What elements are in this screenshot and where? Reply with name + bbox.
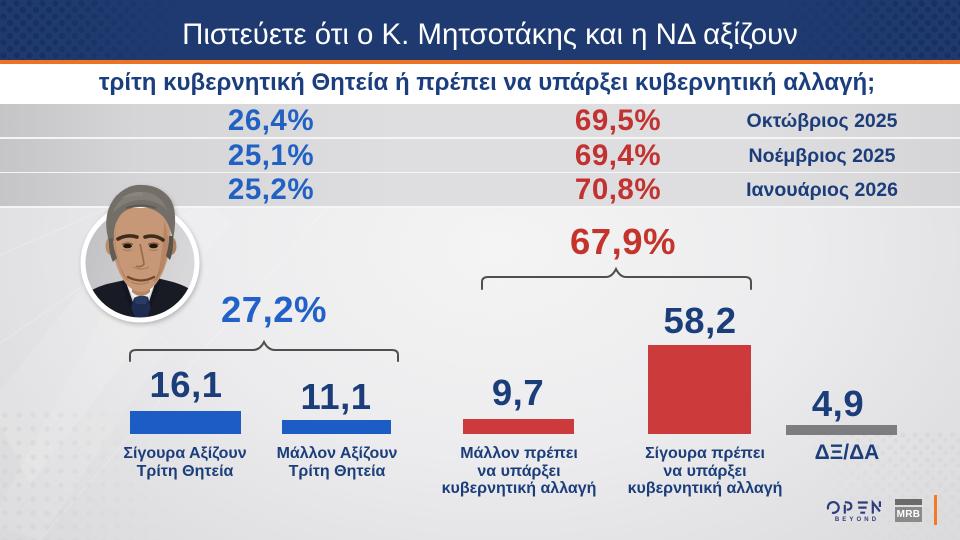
svg-text:BEYOND: BEYOND [835, 517, 879, 523]
